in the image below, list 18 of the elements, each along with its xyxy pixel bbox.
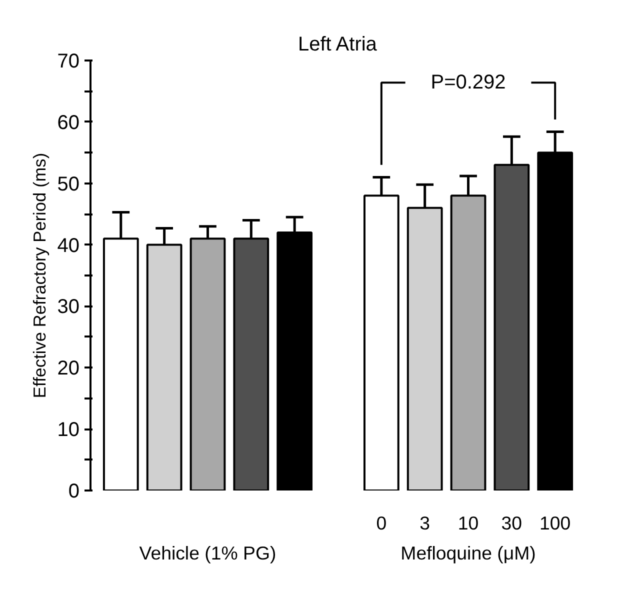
y-tick-label: 70 bbox=[57, 50, 80, 72]
chart-title: Left Atria bbox=[298, 34, 378, 56]
x-tick-label: 100 bbox=[540, 512, 571, 534]
annotation: P=0.292 bbox=[430, 72, 506, 94]
y-tick-label: 30 bbox=[57, 296, 80, 318]
y-tick-label: 60 bbox=[57, 112, 80, 134]
x-tick-label: 0 bbox=[376, 512, 387, 534]
x-tick-label: 10 bbox=[458, 512, 479, 534]
y-tick-label: 40 bbox=[57, 234, 80, 257]
y-tick-label: 20 bbox=[57, 358, 80, 380]
text: Vehicle (1% PG) bbox=[139, 542, 276, 564]
x-tick-label: 3 bbox=[420, 512, 430, 534]
x-tick-label: 30 bbox=[501, 512, 522, 534]
text: Mefloquine (μM) bbox=[400, 542, 536, 564]
y-axis-title: Effective Refractory Period (ms) bbox=[29, 152, 50, 398]
y-tick-label: 50 bbox=[57, 173, 80, 196]
y-tick-label: 0 bbox=[68, 480, 80, 502]
y-tick-label: 10 bbox=[57, 419, 80, 442]
